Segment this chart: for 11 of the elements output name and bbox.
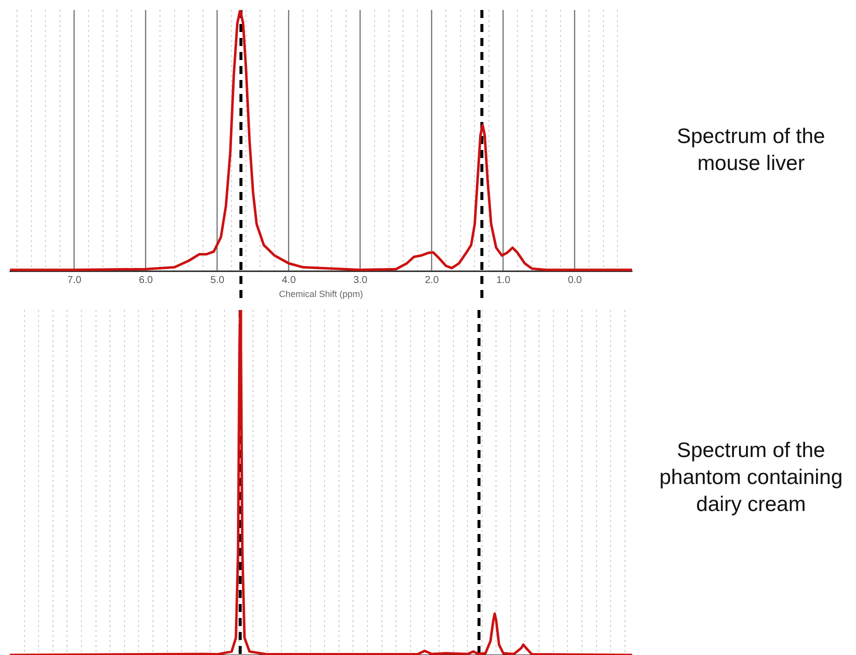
x-axis-title: Chemical Shift (ppm)	[278, 289, 364, 300]
x-tick-label: 2.0	[424, 274, 440, 286]
x-tick-label: 3.0	[353, 274, 368, 286]
x-tick-label: 7.0	[67, 274, 82, 286]
x-tick-label: 0.0	[568, 274, 582, 286]
x-tick-label: 1.0	[496, 274, 511, 286]
x-tick-label: 5.0	[210, 274, 225, 286]
text: Spectrum of the phantom containing dairy cream	[658, 438, 844, 518]
text: Spectrum of the mouse liver	[676, 124, 826, 177]
x-tick-label: 6.0	[138, 274, 154, 286]
x-tick-label: 4.0	[282, 274, 296, 286]
